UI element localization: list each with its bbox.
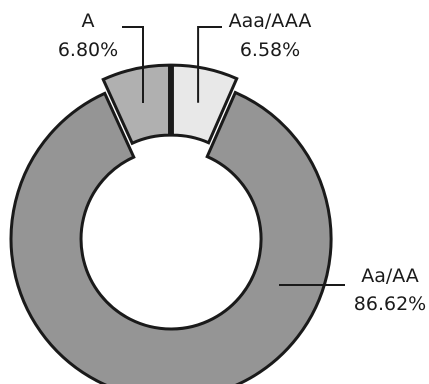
- slice-value-label-a: 6.80%: [58, 39, 118, 61]
- slice-name-label-aa: Aa/AA: [361, 265, 419, 287]
- slice-value-label-aa: 86.62%: [354, 293, 426, 315]
- slice-name-label-aaa: Aaa/AAA: [229, 10, 312, 32]
- slice-name-label-a: A: [82, 10, 95, 32]
- slice-value-label-aaa: 6.58%: [240, 39, 300, 61]
- slices-group: [11, 65, 331, 384]
